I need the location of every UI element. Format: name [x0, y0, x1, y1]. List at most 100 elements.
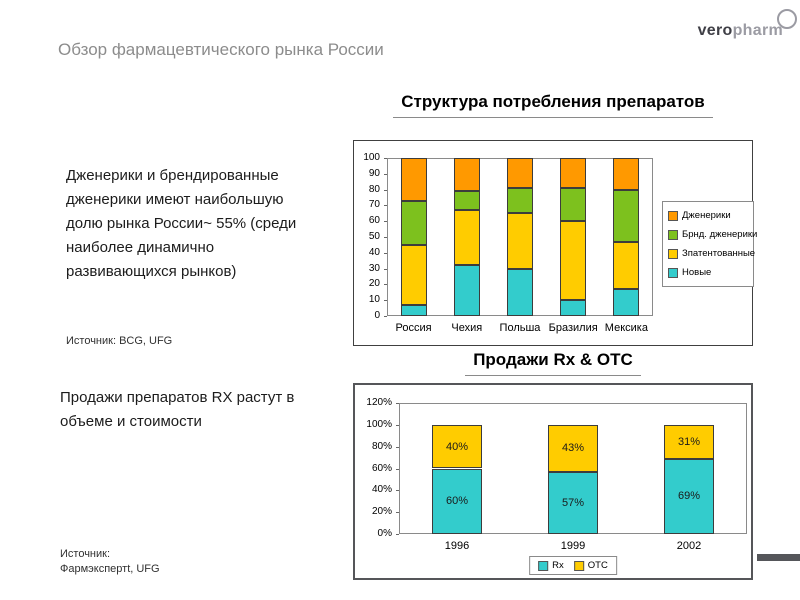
chart2-heading: Продажи Rx & OTC [353, 350, 753, 376]
y-axis-tick [396, 446, 399, 448]
bar-segment-Брнд. дженерики [613, 189, 640, 242]
y-axis-tick-label: 90 [368, 167, 380, 179]
legend: Rx OTC [529, 556, 617, 575]
legend-swatch-icon [668, 229, 678, 240]
x-axis-category-label: Россия [395, 322, 432, 334]
legend-swatch-icon [538, 560, 549, 571]
x-axis-category-label: Бразилия [548, 322, 598, 334]
y-axis-tick [384, 189, 387, 191]
legend-item: Зпатентованные [668, 248, 755, 259]
bar-segment-Дженерики [613, 158, 640, 190]
y-axis-tick-label: 30 [368, 262, 380, 274]
y-axis-tick-label: 20 [368, 278, 380, 290]
bar-segment-Новые [453, 265, 480, 316]
x-axis-category-label: 2002 [676, 540, 702, 552]
bar-segment-Брнд. дженерики [507, 188, 533, 214]
note-generics-share: Дженерики и брендированные дженерики име… [66, 167, 297, 280]
bar-segment-Зпатентованные [560, 221, 587, 301]
y-axis-tick [384, 252, 387, 254]
y-axis-tick [396, 424, 399, 426]
decorative-corner-bar [757, 554, 800, 561]
y-axis-tick [396, 512, 399, 514]
chart-consumption-structure: 0 10 20 30 40 50 60 70 80 90 100 Россия Чехия Польша Б… [353, 140, 757, 346]
legend-swatch-icon [668, 267, 678, 278]
bar-segment-Новые [400, 304, 427, 316]
y-axis-tick [384, 300, 387, 302]
y-axis-tick [384, 158, 387, 159]
y-axis-tick [384, 316, 387, 317]
legend-label: Дженерики [682, 210, 731, 221]
y-axis-tick-label: 40% [371, 484, 392, 496]
bar-segment-Дженерики [400, 158, 427, 201]
y-axis-tick [396, 534, 399, 535]
bar-segment-Rx: 69% [664, 458, 714, 534]
bar-segment-Зпатентованные [453, 210, 480, 266]
y-axis-tick-label: 20% [371, 506, 392, 518]
veropharm-logo: veropharm [698, 9, 797, 40]
y-axis-tick [384, 221, 387, 223]
legend-swatch-icon [573, 560, 584, 571]
bar-segment-OTC: 31% [664, 424, 714, 459]
y-axis-tick [384, 237, 387, 238]
bar-segment-Новые [613, 289, 640, 316]
legend-swatch-icon [668, 210, 678, 221]
bar-segment-Брнд. дженерики [400, 200, 427, 245]
y-axis-tick [396, 490, 399, 492]
y-axis-tick [396, 403, 399, 404]
y-axis-tick-label: 0 [374, 310, 380, 321]
source-bcg-ufg: Источник: BCG, UFG [66, 335, 173, 347]
bar-segment-Зпатентованные [400, 244, 427, 305]
chart-rx-otc-sales: 0% 20% 40% 60% 80% 100% 120% 60% 40% 1996 57% 43% 19… [353, 383, 753, 580]
y-axis-tick-label: 0% [377, 528, 392, 539]
bar-segment-Зпатентованные [507, 213, 533, 269]
y-axis-tick-label: 60% [371, 462, 392, 474]
y-axis-tick-label: 10 [368, 294, 380, 306]
page-title: Обзор фармацевтического рынка России [58, 40, 384, 59]
y-axis-tick [396, 468, 399, 470]
bar-segment-Rx: 60% [432, 468, 482, 534]
bar-segment-Дженерики [560, 158, 587, 189]
bar-segment-Новые [560, 300, 587, 316]
legend-item: Брнд. дженерики [668, 229, 757, 240]
y-axis-tick [384, 205, 387, 207]
y-axis-tick-label: 60 [368, 215, 380, 227]
chart1-heading: Структура потребления препаратов [353, 92, 753, 118]
legend-item: OTC [573, 560, 608, 571]
note-rx-sales-growth: Продажи препаратов RX растут в объеме и … [60, 389, 295, 430]
bar-segment-Зпатентованные [613, 241, 640, 290]
legend-item: Дженерики [668, 210, 748, 221]
y-axis-tick-label: 50 [368, 231, 380, 242]
x-axis-category-label: Мексика [604, 322, 648, 334]
source-line: Источник: [60, 548, 111, 560]
x-axis-category-label: 1996 [444, 540, 470, 552]
bar-segment-OTC: 43% [548, 424, 598, 472]
legend-swatch-icon [668, 248, 678, 259]
y-axis-tick-label: 80% [371, 440, 392, 452]
y-axis-tick-label: 70 [368, 199, 380, 211]
bar-segment-Брнд. дженерики [453, 191, 480, 211]
legend-label: Зпатентованные [682, 248, 756, 259]
y-axis-tick [384, 284, 387, 286]
chart2-heading-text: Продажи Rx & OTC [465, 350, 641, 376]
y-axis-tick-label: 100 [363, 152, 380, 163]
x-axis-category-label: Польша [499, 322, 541, 334]
source-line: Фармэкспертt, UFG [60, 563, 160, 575]
legend-label: OTC [587, 560, 608, 571]
y-axis-tick-label: 100% [366, 418, 392, 430]
bar-segment-Rx: 57% [548, 471, 598, 534]
chart1-heading-text: Структура потребления препаратов [393, 92, 713, 118]
logo-text-pharm: pharm [732, 22, 783, 39]
y-axis-tick [384, 268, 387, 270]
x-axis-category-label: 1999 [560, 540, 586, 552]
legend-label: Брнд. дженерики [682, 229, 758, 240]
bar-segment-Брнд. дженерики [560, 188, 587, 222]
legend-label: Новые [682, 267, 712, 278]
x-axis-category-label: Чехия [451, 322, 483, 334]
y-axis-tick-label: 120% [366, 397, 392, 408]
bar-segment-OTC: 40% [432, 424, 482, 469]
legend-item: Новые [668, 267, 748, 278]
logo-circle-icon [777, 9, 797, 29]
bar-segment-Новые [507, 268, 533, 316]
y-axis-tick [384, 173, 387, 175]
